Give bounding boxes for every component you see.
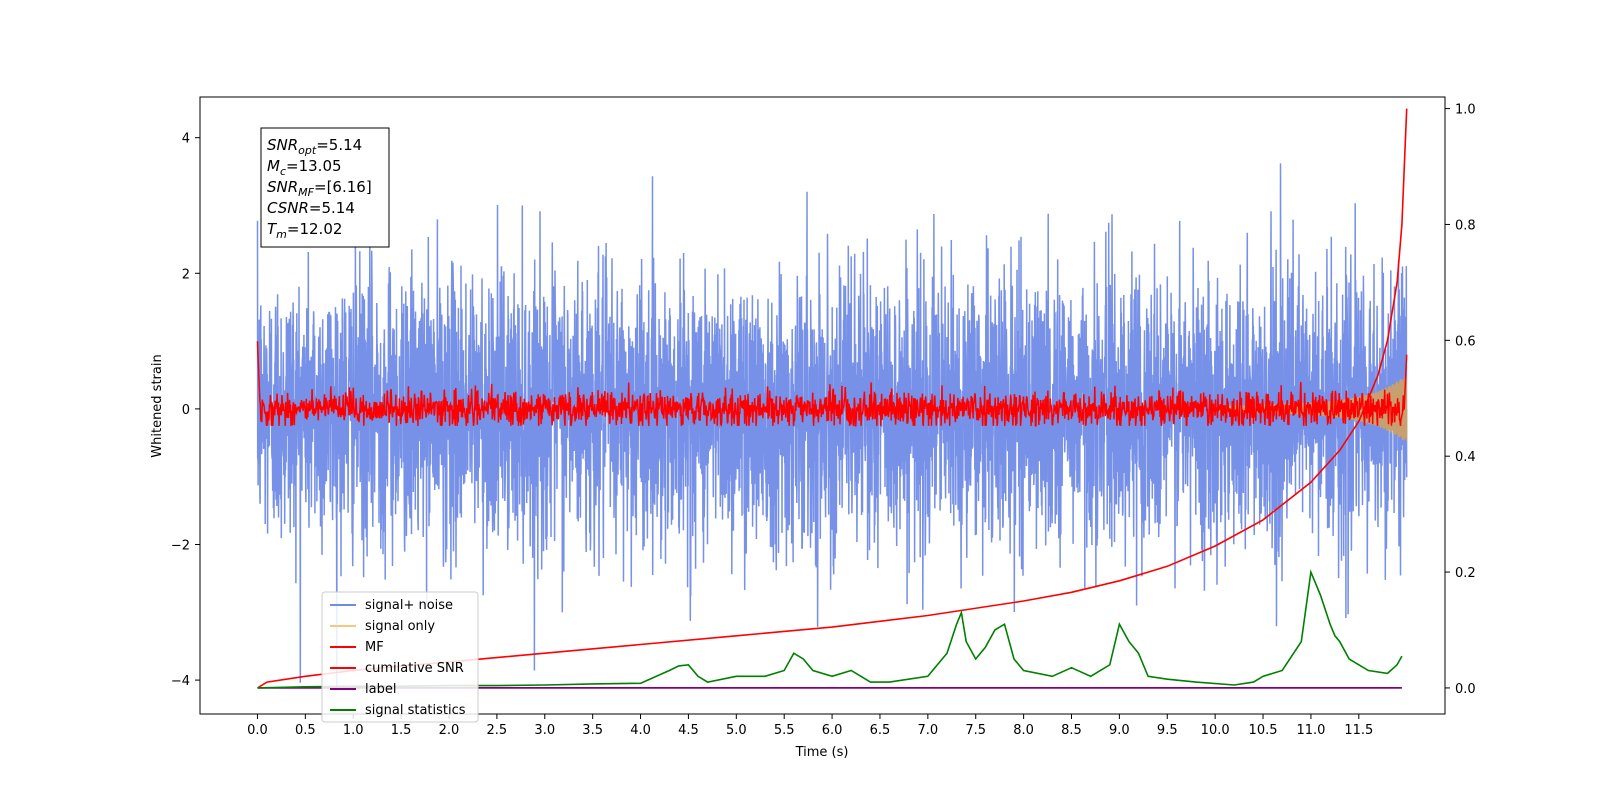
x-tick-label: 6.0 [822,723,843,738]
x-tick-label: 4.5 [678,723,699,738]
annotation-line: SNRopt=5.14 [267,136,362,157]
y2-tick-label: 0.4 [1455,450,1476,465]
annotation-frame [260,127,390,248]
x-tick-label: 1.5 [391,723,412,738]
x-tick-label: 4.0 [630,723,651,738]
y2-tick-label: 0.6 [1455,334,1476,349]
annotation-line: Mc=13.05 [267,157,342,178]
x-axis-label: Time (s) [795,745,849,760]
y-tick-label: 4 [182,132,190,147]
legend-item-label: signal+ noise [365,598,453,613]
y-tick-label: −4 [171,674,190,689]
y-axis-left: 4 2 0 −2 −4 [171,132,200,689]
annotation-line: SNRMF=[6.16] [267,178,372,199]
x-tick-label: 0.0 [247,723,268,738]
annotation-line: CSNR=5.14 [267,199,355,217]
x-tick-label: 2.5 [487,723,508,738]
legend-frame [321,591,479,723]
x-tick-label: 0.5 [295,723,316,738]
legend-item-label: signal only [365,619,435,634]
x-tick-label: 5.5 [774,723,795,738]
y2-tick-label: 0.2 [1455,566,1476,581]
x-tick-label: 3.5 [582,723,603,738]
x-tick-label: 8.0 [1013,723,1034,738]
x-axis: 0.0 0.5 1.0 1.5 2.0 2.5 3.0 3.5 4.0 4.5 5.0 5.5 6.0 6… [247,714,1373,738]
legend-item-label: label [365,682,396,697]
legend: signal+ noise signal only MF cumilative SNR… [321,591,479,723]
annotation-line: Tm=12.02 [267,220,342,241]
x-tick-label: 7.0 [918,723,939,738]
x-tick-label: 6.5 [870,723,891,738]
y2-tick-label: 0.8 [1455,218,1476,233]
y-tick-label: 2 [182,267,190,282]
x-tick-label: 11.0 [1296,723,1325,738]
series-signal-statistics [257,569,1403,689]
series-mf [256,341,1408,427]
annotation-box: SNRopt=5.14Mc=13.05SNRMF=[6.16]CSNR=5.14… [260,127,390,248]
x-tick-label: 5.0 [726,723,747,738]
legend-item-label: cumilative SNR [365,661,464,676]
plot-frame [199,96,1446,715]
y2-tick-label: 1.0 [1455,103,1476,118]
y-tick-label: −2 [171,538,190,553]
x-tick-label: 10.0 [1201,723,1230,738]
legend-item-label: signal statistics [365,703,466,718]
x-tick-label: 10.5 [1249,723,1278,738]
y-axis-label: Whitened strain [150,354,165,457]
x-tick-label: 2.0 [439,723,460,738]
legend-item-label: MF [365,640,384,655]
y-tick-label: 0 [182,403,190,418]
x-tick-label: 8.5 [1061,723,1082,738]
x-tick-label: 9.0 [1109,723,1130,738]
x-tick-label: 7.5 [965,723,986,738]
y2-tick-label: 0.0 [1455,682,1476,697]
x-tick-label: 3.0 [534,723,555,738]
x-tick-label: 1.0 [343,723,364,738]
x-tick-label: 11.5 [1344,723,1373,738]
y-axis-right: 1.0 0.8 0.6 0.4 0.2 0.0 [1445,103,1476,697]
x-tick-label: 9.5 [1157,723,1178,738]
